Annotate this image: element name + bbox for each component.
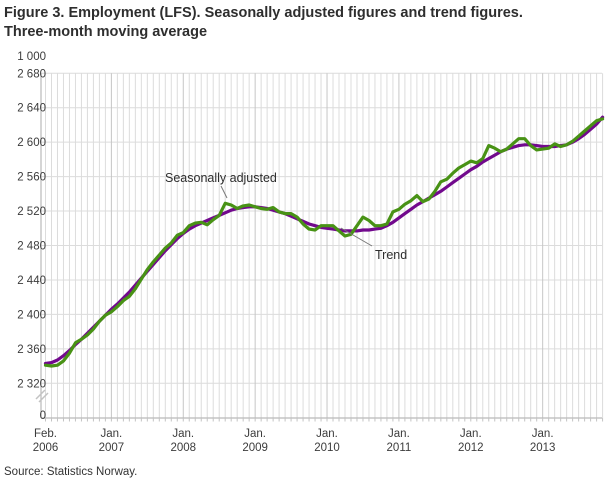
annotations: Seasonally adjusted Trend: [165, 171, 407, 262]
y-axis-unit-label: 1 000: [17, 51, 46, 63]
y-tick-label: 2 600: [17, 137, 46, 149]
source-text: Source: Statistics Norway.: [4, 466, 138, 478]
y-axis-break-icon: [35, 389, 49, 403]
x-tick-month: Jan.: [101, 428, 123, 440]
x-tick-year: 2006: [33, 442, 59, 454]
chart-title-line2: Three-month moving average: [4, 24, 208, 40]
chart-title: Figure 3. Employment (LFS). Seasonally a…: [4, 4, 604, 42]
x-tick-year: 2010: [314, 442, 340, 454]
y-tick-label: 2 440: [17, 275, 46, 287]
y-tick-label: 2 480: [17, 241, 46, 253]
x-tick-month: Feb.: [34, 428, 57, 440]
y-tick-label: 2 640: [17, 103, 46, 115]
x-tick-month: Jan.: [460, 428, 482, 440]
x-tick-year: 2009: [242, 442, 268, 454]
x-tick-year: 2012: [458, 442, 484, 454]
x-axis-tick-marks: [45, 418, 604, 422]
y-tick-label: 2 680: [17, 68, 46, 80]
series-line-seasonally_adjusted: [43, 117, 605, 368]
x-tick-year: 2007: [99, 442, 125, 454]
y-zero-label: 0: [40, 410, 46, 422]
x-tick-month: Jan.: [532, 428, 554, 440]
seasonally-adjusted-label-pointer-line: [220, 185, 228, 199]
y-tick-label: 2 360: [17, 344, 46, 356]
x-tick-month: Jan.: [316, 428, 338, 440]
x-axis-labels: Feb. 2006 Jan. 2007 Jan. 2008 Jan. 2009 Jan. 2010…: [33, 428, 556, 454]
x-tick-month: Jan.: [172, 428, 194, 440]
y-axis-labels: 1 000 2 680 2 640 2 600 2 560 2 520 2 480 2 440…: [17, 51, 46, 422]
x-tick-year: 2013: [530, 442, 556, 454]
trend-label: Trend: [375, 248, 407, 262]
vertical-gridlines: [45, 73, 604, 418]
trend-label-pointer-line: [340, 227, 373, 247]
x-tick-month: Jan.: [244, 428, 266, 440]
x-tick-year: 2008: [170, 442, 196, 454]
x-tick-year: 2011: [387, 442, 412, 454]
y-tick-label: 2 400: [17, 309, 46, 321]
seasonally-adjusted-label: Seasonally adjusted: [165, 171, 277, 185]
chart-title-line1: Figure 3. Employment (LFS). Seasonally a…: [4, 5, 523, 21]
y-tick-label: 2 320: [17, 378, 46, 390]
x-tick-month: Jan.: [388, 428, 410, 440]
y-tick-label: 2 520: [17, 206, 46, 218]
y-tick-label: 2 560: [17, 172, 46, 184]
